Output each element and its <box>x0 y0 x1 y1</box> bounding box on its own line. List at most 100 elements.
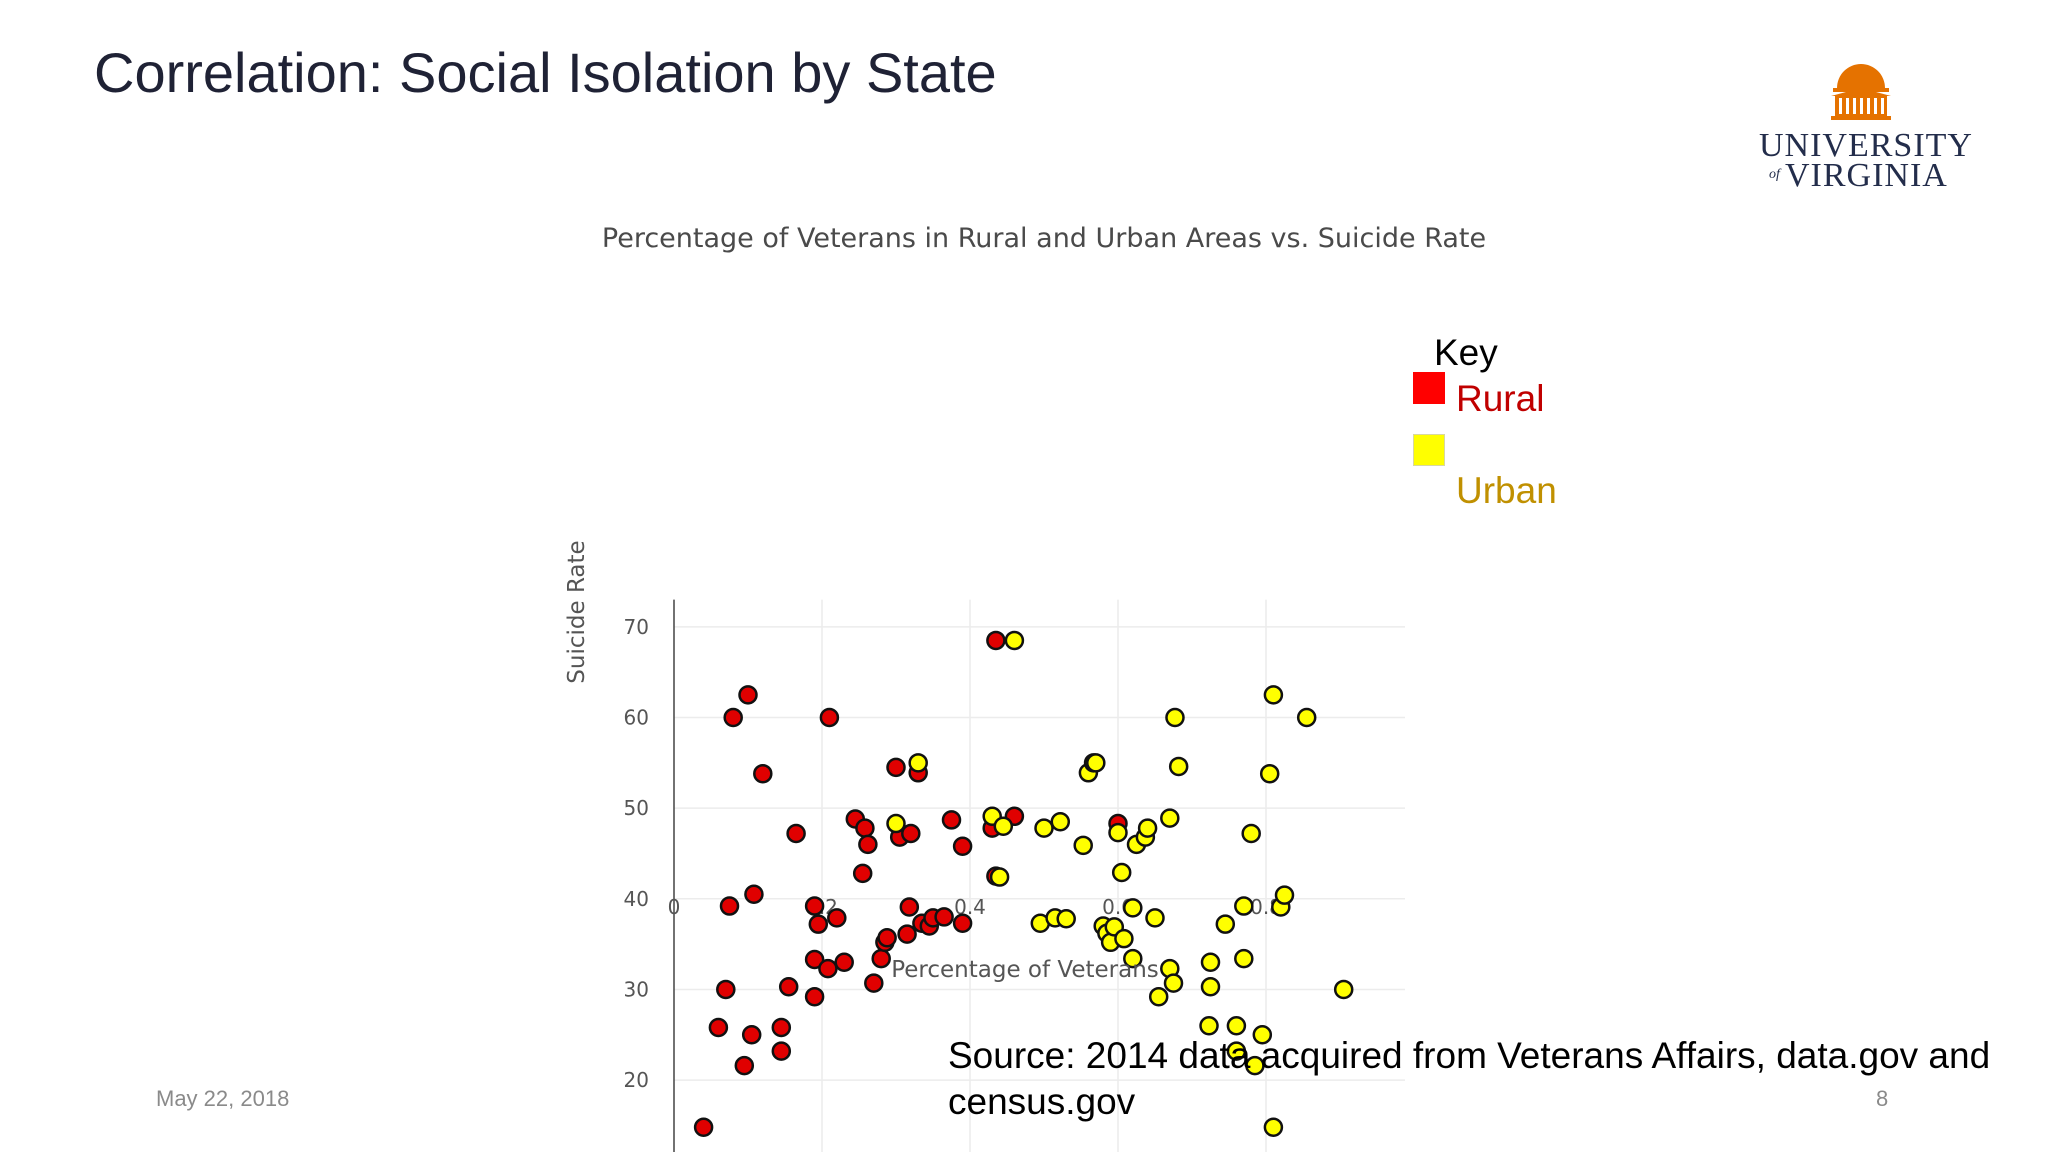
rural-point <box>871 948 891 969</box>
urban-point <box>1056 908 1076 929</box>
rural-point <box>753 763 773 784</box>
urban-point <box>1108 822 1128 843</box>
urban-point <box>1296 707 1317 728</box>
urban-point <box>1215 914 1236 934</box>
urban-point <box>1263 685 1284 705</box>
urban-point <box>1160 808 1180 828</box>
rural-point <box>804 986 825 1007</box>
y-tick-label: 70 <box>624 615 649 639</box>
rural-point <box>864 973 884 993</box>
rural-point <box>818 958 838 979</box>
rural-point <box>934 907 954 927</box>
urban-point <box>1199 1015 1219 1036</box>
urban-point <box>1200 952 1221 973</box>
legend-title: Key <box>1434 332 1498 373</box>
logo-line-2: VIRGINIA <box>1785 157 1948 194</box>
y-tick-label: 20 <box>624 1068 649 1092</box>
page-number: 8 <box>1876 1086 1889 1111</box>
urban-point <box>1226 1015 1247 1036</box>
urban-point <box>1123 948 1143 969</box>
rotunda-icon <box>1831 64 1891 120</box>
rural-point <box>886 757 906 778</box>
urban-point <box>1245 1055 1265 1076</box>
urban-point <box>1241 823 1261 844</box>
rural-point <box>897 924 917 944</box>
urban-point <box>908 753 928 773</box>
urban-point <box>1333 979 1354 1000</box>
urban-point <box>1145 908 1165 928</box>
legend-label-rural: Rural <box>1456 378 1545 419</box>
rural-point <box>827 908 847 928</box>
urban-point <box>1165 707 1185 728</box>
rural-point <box>771 1041 792 1061</box>
urban-point <box>1234 948 1254 969</box>
legend: Key Rural Urban <box>1410 332 1590 522</box>
slide-title: Correlation: Social Isolation by State <box>94 41 997 104</box>
legend-swatch-urban <box>1413 434 1445 466</box>
legend-swatch-rural <box>1413 372 1445 404</box>
rural-point <box>741 1025 762 1045</box>
urban-point <box>1263 1117 1284 1137</box>
urban-point <box>1252 1025 1273 1045</box>
rural-point <box>819 707 840 728</box>
urban-point <box>1073 835 1093 856</box>
rural-point <box>804 896 825 916</box>
urban-point <box>1163 973 1184 993</box>
urban-point <box>1274 885 1295 905</box>
footer-date: May 22, 2018 <box>156 1086 290 1111</box>
rural-point <box>986 630 1006 651</box>
urban-point <box>1259 763 1280 784</box>
y-tick-label: 40 <box>624 887 649 911</box>
logo-of: of <box>1769 167 1782 182</box>
rural-point <box>852 863 873 884</box>
rural-point <box>723 707 743 728</box>
rural-point <box>693 1117 714 1137</box>
y-axis-label: Suicide Rate <box>564 540 590 683</box>
urban-point <box>1226 1041 1247 1061</box>
chart-title: Percentage of Veterans in Rural and Urba… <box>602 223 1486 254</box>
rural-point <box>738 685 758 705</box>
rural-point <box>877 928 897 948</box>
logo-line-1: UNIVERSITY <box>1759 127 1973 164</box>
urban-point <box>1114 928 1134 949</box>
source-note: Source: 2014 data acquired from Veterans… <box>948 1035 1991 1122</box>
rural-point <box>834 952 854 973</box>
rural-point <box>778 976 799 997</box>
urban-point <box>993 816 1014 837</box>
rural-point <box>941 810 962 830</box>
y-tick-label: 30 <box>624 977 649 1001</box>
urban-point <box>1050 811 1071 832</box>
urban-point <box>989 867 1010 887</box>
x-tick-label: 0 <box>668 895 681 919</box>
grid-lines <box>674 599 1405 1152</box>
urban-point <box>1200 976 1221 997</box>
rural-point <box>855 818 875 838</box>
urban-point <box>1137 818 1158 838</box>
rural-point <box>952 913 973 934</box>
urban-point <box>886 813 906 834</box>
urban-point <box>1111 862 1132 883</box>
urban-point <box>1168 756 1189 777</box>
rural-point <box>744 884 764 905</box>
y-tick-label: 50 <box>624 796 649 820</box>
y-tick-label: 60 <box>624 706 649 730</box>
urban-point <box>1148 986 1169 1007</box>
data-points <box>693 630 1354 1137</box>
urban-point <box>1123 898 1143 918</box>
rural-point <box>901 823 921 844</box>
urban-point <box>1086 753 1106 773</box>
urban-point <box>1234 896 1254 916</box>
university-logo: UNIVERSITY of VIRGINIA <box>1759 64 1973 194</box>
urban-point <box>1004 630 1025 651</box>
x-axis-label: Percentage of Veterans <box>891 957 1159 983</box>
rural-point <box>786 823 806 844</box>
legend-label-urban: Urban <box>1456 470 1557 511</box>
rural-point <box>808 914 829 934</box>
urban-point <box>1034 818 1054 838</box>
rural-point <box>734 1055 755 1076</box>
rural-point <box>771 1017 792 1038</box>
rural-point <box>952 836 973 856</box>
rural-point <box>899 897 920 917</box>
rural-point <box>719 896 740 916</box>
